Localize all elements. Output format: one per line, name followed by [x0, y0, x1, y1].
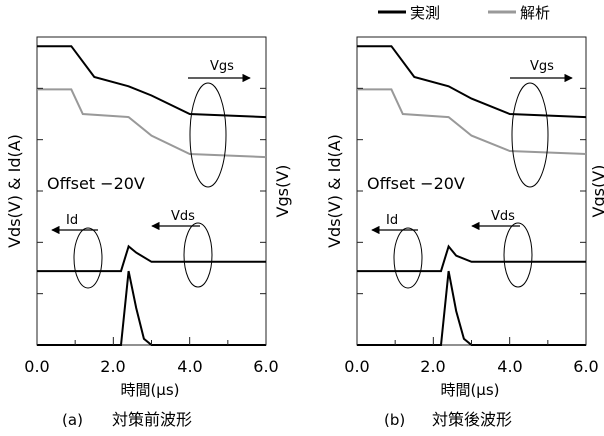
- x-axis-label: 時間(μs): [440, 381, 499, 399]
- id-label: Id: [386, 213, 398, 228]
- offset-annotation: Offset −20V: [47, 174, 145, 193]
- vgs-label: Vgs: [210, 59, 234, 74]
- x-tick-label: 4.0: [497, 357, 522, 376]
- vgs-label: Vgs: [530, 59, 554, 74]
- series-line-vgs: [37, 88, 267, 159]
- legend-measured-label: 実測: [410, 4, 440, 22]
- x-tick-label: 6.0: [573, 357, 598, 376]
- offset-annotation: Offset −20V: [367, 174, 465, 193]
- series-line-vgs: [357, 45, 587, 119]
- series-line-vgs: [357, 88, 587, 155]
- vds-loop: [503, 222, 533, 288]
- series-line-vds: [357, 244, 586, 273]
- vds-callout: Vds: [471, 209, 533, 288]
- series-line-id: [37, 270, 266, 346]
- y-axis-label-left: Vds(V) & Id(A): [325, 134, 344, 248]
- caption: 対策前波形: [112, 410, 192, 429]
- id-label: Id: [66, 213, 78, 228]
- caption: 対策後波形: [432, 410, 512, 429]
- vgs-loop: [511, 82, 549, 188]
- panel-a: 0.0 2.0 4.0 6.0 時間(μs) Vds(V) & Id(A) Vg…: [5, 36, 292, 429]
- vds-loop: [183, 222, 213, 288]
- y-axis-label-right: Vgs(V): [589, 165, 604, 218]
- series-line-vgs: [37, 45, 267, 119]
- x-tick-label: 0.0: [24, 357, 49, 376]
- y-axis-label-right: Vgs(V): [273, 165, 292, 218]
- x-tick-label: 2.0: [420, 357, 445, 376]
- y-axis-label-left: Vds(V) & Id(A): [5, 134, 24, 248]
- x-tick-label: 2.0: [100, 357, 125, 376]
- caption-letter: (a): [62, 411, 83, 429]
- vds-callout: Vds: [151, 209, 213, 288]
- vds-label: Vds: [491, 209, 515, 224]
- x-tick-label: 6.0: [253, 357, 278, 376]
- id-loop: [393, 227, 423, 289]
- vgs-callout: Vgs: [510, 59, 573, 188]
- x-tick-label: 0.0: [344, 357, 369, 376]
- x-axis-label: 時間(μs): [120, 381, 179, 399]
- caption-letter-text: a: [68, 411, 77, 429]
- vds-label: Vds: [171, 209, 195, 224]
- vgs-callout: Vgs: [188, 59, 251, 188]
- tick-layer: [356, 87, 587, 345]
- id-callout: Id: [371, 213, 423, 289]
- caption-letter: (b): [384, 411, 405, 429]
- series-layer: [37, 45, 267, 346]
- legend: 実測 解析: [378, 4, 550, 22]
- panel-b: 0.0 2.0 4.0 6.0 時間(μs) Vds(V) & Id(A) Vg…: [325, 36, 604, 429]
- series-line-id: [357, 270, 586, 346]
- vgs-loop: [189, 82, 227, 188]
- x-tick-label: 4.0: [177, 357, 202, 376]
- id-loop: [73, 227, 103, 289]
- legend-analysis-label: 解析: [520, 4, 550, 22]
- id-callout: Id: [51, 213, 103, 289]
- tick-layer: [36, 87, 267, 345]
- caption-letter-text: b: [390, 411, 400, 429]
- series-layer: [357, 45, 587, 346]
- series-line-vds: [37, 244, 266, 273]
